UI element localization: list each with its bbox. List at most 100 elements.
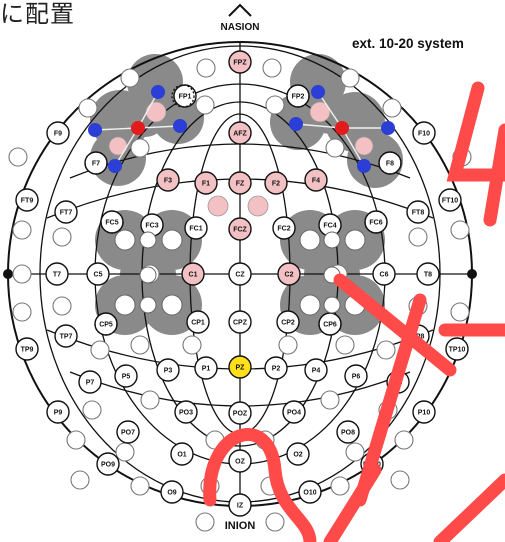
electrode-c1-marker (181, 262, 205, 286)
electrode-f1: F1 (194, 171, 218, 195)
electrode-f1-marker (194, 171, 218, 195)
electrode-fc4: FC4 (318, 213, 342, 237)
electrode-o10-label: O10 (303, 490, 316, 497)
electrode-pz-marker (228, 355, 252, 379)
electrode-oz-marker (228, 449, 252, 473)
electrode-o9-marker (160, 480, 184, 504)
electrode-f2-marker (264, 171, 288, 195)
electrode-fcz: FCZ (228, 217, 252, 241)
electrode-poz-label: POZ (233, 411, 248, 418)
electrode-fc4-label: FC4 (323, 223, 336, 230)
electrode-c5: C5 (86, 262, 110, 286)
electrode-c5-label: C5 (94, 272, 103, 279)
blank-site-23 (450, 302, 470, 322)
electrode-p4: P4 (304, 358, 328, 382)
electrode-tp7: TP7 (54, 324, 78, 348)
electrode-po3-label: PO3 (179, 410, 193, 417)
electrode-t7-label: T7 (53, 272, 61, 279)
electrode-t8: T8 (416, 262, 440, 286)
electrode-po7-label: PO7 (121, 430, 135, 437)
electrode-o1-label: O1 (177, 452, 186, 459)
electrode-tp9: TP9 (15, 337, 39, 361)
electrode-ft7-marker (54, 200, 78, 224)
electrode-fp1-label: FP1 (179, 94, 192, 101)
blank-site-41 (330, 476, 350, 496)
electrode-fc1-marker (184, 216, 208, 240)
electrode-oz: OZ (228, 449, 252, 473)
electrode-fpz-marker (228, 50, 252, 74)
electrode-p10-label: P10 (418, 410, 431, 417)
electrode-cp2: CP2 (276, 310, 300, 334)
electrode-po3-marker (174, 400, 198, 424)
electrode-fcz-marker (228, 217, 252, 241)
electrode-iz-label: IZ (237, 503, 244, 510)
electrode-f1-label: F1 (202, 181, 210, 188)
electrode-o2-marker (286, 442, 310, 466)
electrode-po9-marker (96, 452, 120, 476)
blank-site-3 (120, 68, 140, 88)
electrode-p10: P10 (412, 400, 436, 424)
electrode-po4-marker (282, 400, 306, 424)
electrode-oz-label: OZ (235, 459, 245, 466)
electrode-fc2-label: FC2 (277, 226, 290, 233)
electrode-f10-label: F10 (418, 131, 430, 138)
electrode-f10-marker (412, 121, 436, 145)
electrode-ft8-label: FT8 (412, 210, 425, 217)
blank-site-38 (66, 430, 86, 450)
electrode-p10-marker (412, 400, 436, 424)
blank-site-34 (115, 442, 135, 462)
electrode-tp7-label: TP7 (60, 334, 73, 341)
blank-site-20 (52, 296, 72, 316)
electrode-fp2-label: FP2 (292, 94, 305, 101)
electrode-f3: F3 (156, 168, 180, 192)
dashed-marker-group (84, 84, 402, 336)
electrode-p9-label: P9 (54, 410, 63, 417)
electrode-p1-label: P1 (202, 366, 211, 373)
blank-site-5 (78, 98, 98, 118)
electrode-o1-marker (170, 442, 194, 466)
blank-site-7 (8, 147, 28, 167)
electrode-fc1: FC1 (184, 216, 208, 240)
blank-site-40 (130, 476, 150, 496)
electrode-ft9-marker (15, 188, 39, 212)
electrode-afz: AFZ (228, 121, 252, 145)
electrode-ft8-marker (406, 200, 430, 224)
electrode-c6-marker (372, 262, 396, 286)
electrode-p6: P6 (344, 364, 368, 388)
blank-site-29 (278, 335, 298, 355)
electrode-p7-marker (78, 370, 102, 394)
electrode-f3-label: F3 (164, 178, 172, 185)
electrode-pz: PZ (228, 355, 252, 379)
electrode-fp1: FP1 (173, 84, 197, 108)
electrode-f2: F2 (264, 171, 288, 195)
electrode-fz-label: FZ (236, 181, 245, 188)
electrode-p5: P5 (114, 364, 138, 388)
electrode-p9: P9 (46, 400, 70, 424)
electrode-cp1-label: CP1 (191, 320, 205, 327)
electrode-tp9-marker (15, 337, 39, 361)
electrode-cp1: CP1 (186, 310, 210, 334)
electrode-f9-label: F9 (54, 131, 62, 138)
blank-site-27 (376, 340, 396, 360)
blank-site-31 (140, 390, 160, 410)
electrode-o10: O10 (298, 480, 322, 504)
electrode-p4-marker (304, 358, 328, 382)
electrode-po4: PO4 (282, 400, 306, 424)
electrode-p3-label: P3 (164, 368, 173, 375)
electrode-ft7-label: FT7 (60, 210, 73, 217)
electrode-cp6-label: CP6 (323, 322, 337, 329)
blank-site-45 (265, 512, 285, 532)
electrode-o1: O1 (170, 442, 194, 466)
cluster-electrode-sites (114, 229, 366, 316)
electrode-o9-label: O9 (167, 490, 176, 497)
electrode-fpz-label: FPZ (233, 60, 247, 67)
electrode-p9-marker (46, 400, 70, 424)
electrode-tp10-marker (445, 337, 469, 361)
electrode-c5-marker (86, 262, 110, 286)
electrode-po8-marker (336, 420, 360, 444)
electrode-t7: T7 (45, 262, 69, 286)
electrode-c1: C1 (181, 262, 205, 286)
electrode-cpz-label: CPZ (233, 320, 248, 327)
